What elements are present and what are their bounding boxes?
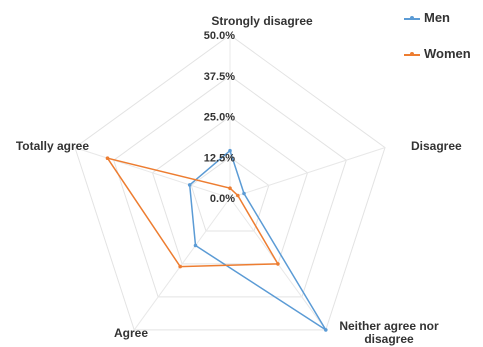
tick-label: 25.0% (204, 112, 235, 124)
data-point-men (193, 243, 198, 248)
legend-label-women: Women (424, 46, 471, 61)
series-line-men (188, 149, 327, 331)
tick-label: 50.0% (204, 30, 235, 42)
data-point-women (276, 262, 280, 266)
data-point-men (324, 328, 328, 332)
tick-label: 37.5% (204, 71, 235, 83)
data-point-women (105, 156, 110, 160)
data-point-women (228, 186, 232, 190)
tick-label: 0.0% (210, 193, 235, 205)
data-point-men (228, 148, 232, 153)
grid-spoke-3 (133, 197, 231, 331)
radar-labels: 0.0% 12.5% 25.0% 37.5% 50.0% Strongly disagre… (16, 14, 462, 346)
grid-ring-4 (74, 34, 386, 331)
grid-ring-3 (113, 75, 347, 298)
radar-grid (74, 34, 386, 331)
data-point-men (242, 191, 246, 196)
axis-label: Strongly disagree (211, 14, 313, 28)
legend-marker-women (410, 52, 414, 56)
axis-label: Totally agree (16, 139, 89, 153)
grid-ring-2 (151, 115, 309, 265)
grid-spoke-1 (229, 147, 386, 199)
legend-marker-men (410, 16, 414, 20)
tick-label: 12.5% (204, 152, 235, 164)
legend-label-men: Men (424, 10, 450, 25)
data-point-women (236, 193, 240, 198)
data-point-women (178, 264, 182, 269)
radar-series (105, 148, 328, 332)
grid-spoke-4 (74, 147, 231, 199)
axis-label: Neither agree nor disagree (339, 319, 439, 346)
data-point-men (187, 183, 192, 187)
axis-label: Disagree (411, 139, 462, 153)
axis-label: Agree (114, 326, 148, 340)
